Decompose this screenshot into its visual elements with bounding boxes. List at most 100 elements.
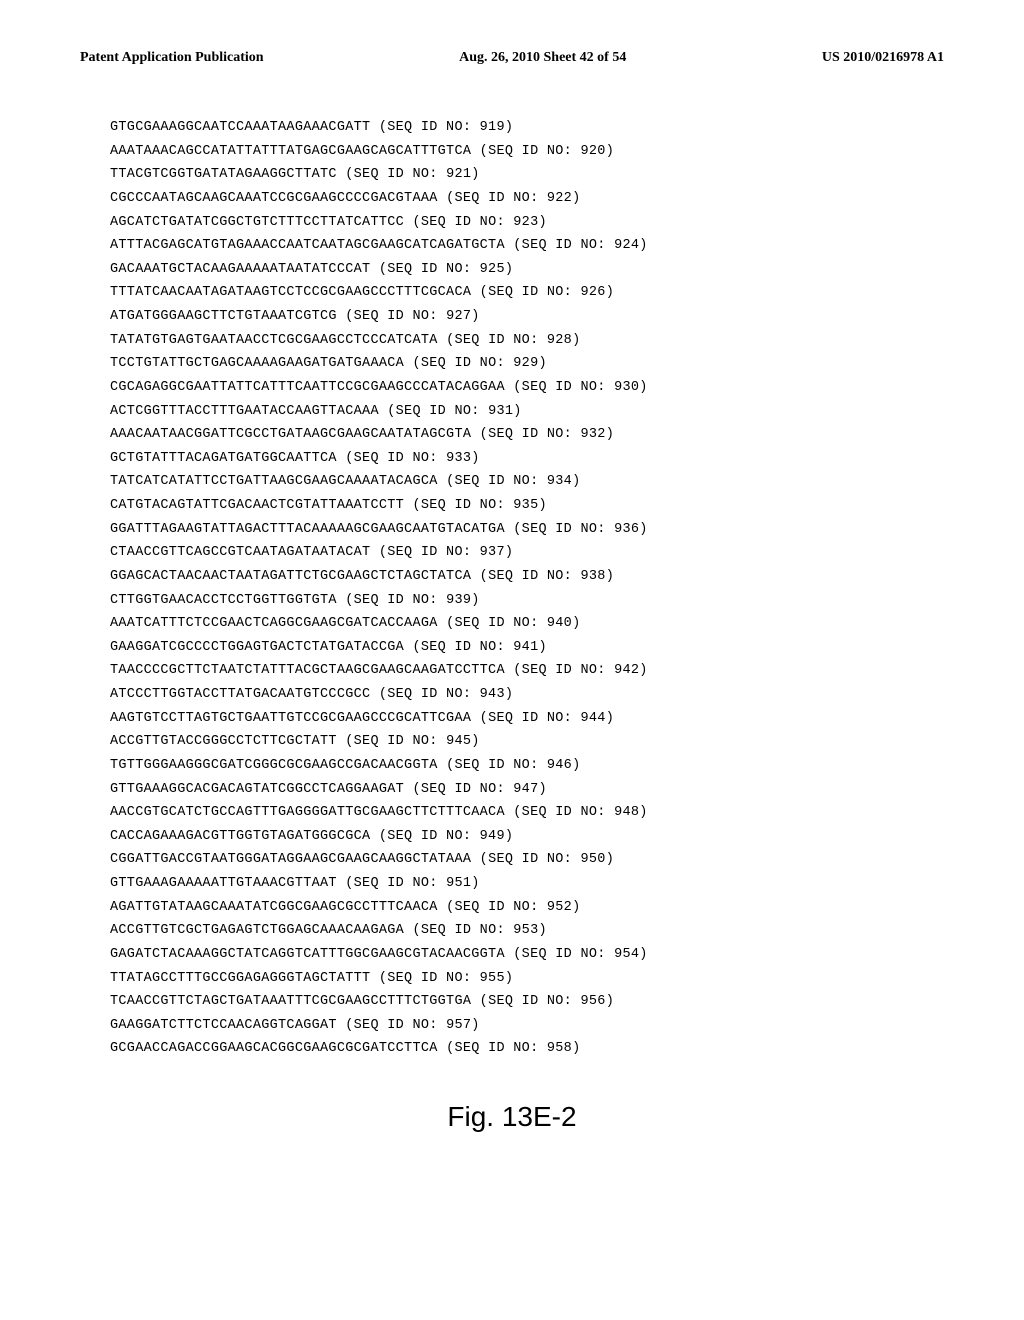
sequence-line: GGATTTAGAAGTATTAGACTTTACAAAAAGCGAAGCAATG… (110, 518, 954, 542)
sequence-id-label: (SEQ ID NO: 939) (345, 593, 479, 608)
sequence-line: TCAACCGTTCTAGCTGATAAATTTCGCGAAGCCTTTCTGG… (110, 990, 954, 1014)
sequence-id-label: (SEQ ID NO: 920) (480, 144, 614, 159)
sequence-id-label: (SEQ ID NO: 923) (412, 215, 546, 230)
sequence-line: GAAGGATCGCCCCTGGAGTGACTCTATGATACCGA (SEQ… (110, 636, 954, 660)
sequence-data: TTATAGCCTTTGCCGGAGAGGGTAGCTATTT (110, 971, 379, 986)
sequence-data: TCCTGTATTGCTGAGCAAAAGAAGATGATGAAACA (110, 356, 412, 371)
sequence-data: TCAACCGTTCTAGCTGATAAATTTCGCGAAGCCTTTCTGG… (110, 994, 480, 1009)
sequence-data: ACCGTTGTCGCTGAGAGTCTGGAGCAAACAAGAGA (110, 923, 412, 938)
sequence-data: AAATAAACAGCCATATTATTTATGAGCGAAGCAGCATTTG… (110, 144, 480, 159)
sequence-data: CATGTACAGTATTCGACAACTCGTATTAAATCCTT (110, 498, 412, 513)
sequence-data: CTAACCGTTCAGCCGTCAATAGATAATACAT (110, 545, 379, 560)
sequence-data: GACAAATGCTACAAGAAAAATAATATCCCAT (110, 262, 379, 277)
sequence-line: AAACAATAACGGATTCGCCTGATAAGCGAAGCAATATAGC… (110, 423, 954, 447)
sequence-id-label: (SEQ ID NO: 932) (480, 427, 614, 442)
sequence-data: GTTGAAAGGCACGACAGTATCGGCCTCAGGAAGAT (110, 782, 412, 797)
sequence-line: GTTGAAAGGCACGACAGTATCGGCCTCAGGAAGAT (SEQ… (110, 778, 954, 802)
sequence-data: GAAGGATCGCCCCTGGAGTGACTCTATGATACCGA (110, 640, 412, 655)
sequence-line: ATCCCTTGGTACCTTATGACAATGTCCCGCC (SEQ ID … (110, 683, 954, 707)
sequence-data: ACCGTTGTACCGGGCCTCTTCGCTATT (110, 734, 345, 749)
sequence-line: CGCAGAGGCGAATTATTCATTTCAATTCCGCGAAGCCCAT… (110, 376, 954, 400)
sequence-data: CGCCCAATAGCAAGCAAATCCGCGAAGCCCCGACGTAAA (110, 191, 446, 206)
sequence-line: TATATGTGAGTGAATAACCTCGCGAAGCCTCCCATCATA … (110, 329, 954, 353)
sequence-id-label: (SEQ ID NO: 922) (446, 191, 580, 206)
sequence-line: AGCATCTGATATCGGCTGTCTTTCCTTATCATTCC (SEQ… (110, 211, 954, 235)
sequence-id-label: (SEQ ID NO: 931) (387, 404, 521, 419)
sequence-id-label: (SEQ ID NO: 924) (513, 238, 647, 253)
sequence-id-label: (SEQ ID NO: 953) (412, 923, 546, 938)
sequence-line: ATGATGGGAAGCTTCTGTAAATCGTCG (SEQ ID NO: … (110, 305, 954, 329)
publication-type: Patent Application Publication (80, 50, 264, 66)
sequence-id-label: (SEQ ID NO: 945) (345, 734, 479, 749)
sequence-data: GCGAACCAGACCGGAAGCACGGCGAAGCGCGATCCTTCA (110, 1041, 446, 1056)
sequence-id-label: (SEQ ID NO: 936) (513, 522, 647, 537)
sequence-data: ACTCGGTTTACCTTTGAATACCAAGTTACAAA (110, 404, 387, 419)
sequence-line: CACCAGAAAGACGTTGGTGTAGATGGGCGCA (SEQ ID … (110, 825, 954, 849)
sequence-id-label: (SEQ ID NO: 943) (379, 687, 513, 702)
sequence-line: CGCCCAATAGCAAGCAAATCCGCGAAGCCCCGACGTAAA … (110, 187, 954, 211)
sequence-line: TTATAGCCTTTGCCGGAGAGGGTAGCTATTT (SEQ ID … (110, 967, 954, 991)
sequence-id-label: (SEQ ID NO: 954) (513, 947, 647, 962)
sequence-data: ATGATGGGAAGCTTCTGTAAATCGTCG (110, 309, 345, 324)
sequence-id-label: (SEQ ID NO: 942) (513, 663, 647, 678)
sequence-data: TTTATCAACAATAGATAAGTCCTCCGCGAAGCCCTTTCGC… (110, 285, 480, 300)
sequence-line: GAGATCTACAAAGGCTATCAGGTCATTTGGCGAAGCGTAC… (110, 943, 954, 967)
sequence-line: TATCATCATATTCCTGATTAAGCGAAGCAAAATACAGCA … (110, 470, 954, 494)
sequence-line: CTAACCGTTCAGCCGTCAATAGATAATACAT (SEQ ID … (110, 541, 954, 565)
sequence-line: AAATCATTTCTCCGAACTCAGGCGAAGCGATCACCAAGA … (110, 612, 954, 636)
sequence-id-label: (SEQ ID NO: 935) (412, 498, 546, 513)
sequence-data: GTGCGAAAGGCAATCCAAATAAGAAACGATT (110, 120, 379, 135)
sequence-id-label: (SEQ ID NO: 941) (412, 640, 546, 655)
sequence-id-label: (SEQ ID NO: 951) (345, 876, 479, 891)
sequence-id-label: (SEQ ID NO: 944) (480, 711, 614, 726)
sequence-line: GGAGCACTAACAACTAATAGATTCTGCGAAGCTCTAGCTA… (110, 565, 954, 589)
sequence-line: GCTGTATTTACAGATGATGGCAATTCA (SEQ ID NO: … (110, 447, 954, 471)
sequence-data: AACCGTGCATCTGCCAGTTTGAGGGGATTGCGAAGCTTCT… (110, 805, 513, 820)
sequence-data: TTACGTCGGTGATATAGAAGGCTTATC (110, 167, 345, 182)
sequence-id-label: (SEQ ID NO: 925) (379, 262, 513, 277)
sequence-id-label: (SEQ ID NO: 946) (446, 758, 580, 773)
sequence-id-label: (SEQ ID NO: 921) (345, 167, 479, 182)
sequence-line: GTGCGAAAGGCAATCCAAATAAGAAACGATT (SEQ ID … (110, 116, 954, 140)
sequence-data: CACCAGAAAGACGTTGGTGTAGATGGGCGCA (110, 829, 379, 844)
sequence-id-label: (SEQ ID NO: 947) (412, 782, 546, 797)
sequence-data: TAACCCCGCTTCTAATCTATTTACGCTAAGCGAAGCAAGA… (110, 663, 513, 678)
sequence-data: AAGTGTCCTTAGTGCTGAATTGTCCGCGAAGCCCGCATTC… (110, 711, 480, 726)
sequence-id-label: (SEQ ID NO: 927) (345, 309, 479, 324)
sequence-line: CGGATTGACCGTAATGGGATAGGAAGCGAAGCAAGGCTAT… (110, 848, 954, 872)
sequence-line: GACAAATGCTACAAGAAAAATAATATCCCAT (SEQ ID … (110, 258, 954, 282)
sequence-line: TTACGTCGGTGATATAGAAGGCTTATC (SEQ ID NO: … (110, 163, 954, 187)
sequence-line: CTTGGTGAACACCTCCTGGTTGGTGTA (SEQ ID NO: … (110, 589, 954, 613)
sequence-line: TGTTGGGAAGGGCGATCGGGCGCGAAGCCGACAACGGTA … (110, 754, 954, 778)
sequence-line: AAGTGTCCTTAGTGCTGAATTGTCCGCGAAGCCCGCATTC… (110, 707, 954, 731)
sequence-listing: GTGCGAAAGGCAATCCAAATAAGAAACGATT (SEQ ID … (70, 116, 954, 1061)
sequence-data: GGAGCACTAACAACTAATAGATTCTGCGAAGCTCTAGCTA… (110, 569, 480, 584)
sequence-id-label: (SEQ ID NO: 929) (412, 356, 546, 371)
sequence-line: ACCGTTGTCGCTGAGAGTCTGGAGCAAACAAGAGA (SEQ… (110, 919, 954, 943)
sequence-data: AGCATCTGATATCGGCTGTCTTTCCTTATCATTCC (110, 215, 412, 230)
sequence-data: TGTTGGGAAGGGCGATCGGGCGCGAAGCCGACAACGGTA (110, 758, 446, 773)
sequence-id-label: (SEQ ID NO: 938) (480, 569, 614, 584)
sequence-id-label: (SEQ ID NO: 928) (446, 333, 580, 348)
sequence-data: GTTGAAAGAAAAATTGTAAACGTTAAT (110, 876, 345, 891)
sequence-line: AACCGTGCATCTGCCAGTTTGAGGGGATTGCGAAGCTTCT… (110, 801, 954, 825)
sequence-id-label: (SEQ ID NO: 955) (379, 971, 513, 986)
sequence-data: CGGATTGACCGTAATGGGATAGGAAGCGAAGCAAGGCTAT… (110, 852, 480, 867)
sequence-line: ATTTACGAGCATGTAGAAACCAATCAATAGCGAAGCATCA… (110, 234, 954, 258)
sequence-id-label: (SEQ ID NO: 949) (379, 829, 513, 844)
sequence-data: CTTGGTGAACACCTCCTGGTTGGTGTA (110, 593, 345, 608)
sequence-data: ATCCCTTGGTACCTTATGACAATGTCCCGCC (110, 687, 379, 702)
sequence-id-label: (SEQ ID NO: 940) (446, 616, 580, 631)
page-header: Patent Application Publication Aug. 26, … (70, 50, 954, 66)
sequence-id-label: (SEQ ID NO: 950) (480, 852, 614, 867)
sequence-line: GCGAACCAGACCGGAAGCACGGCGAAGCGCGATCCTTCA … (110, 1037, 954, 1061)
sequence-line: CATGTACAGTATTCGACAACTCGTATTAAATCCTT (SEQ… (110, 494, 954, 518)
sequence-data: TATATGTGAGTGAATAACCTCGCGAAGCCTCCCATCATA (110, 333, 446, 348)
sequence-line: AGATTGTATAAGCAAATATCGGCGAAGCGCCTTTCAACA … (110, 896, 954, 920)
figure-label: Fig. 13E-2 (70, 1101, 954, 1133)
sequence-data: GGATTTAGAAGTATTAGACTTTACAAAAAGCGAAGCAATG… (110, 522, 513, 537)
sequence-id-label: (SEQ ID NO: 919) (379, 120, 513, 135)
sequence-data: AAACAATAACGGATTCGCCTGATAAGCGAAGCAATATAGC… (110, 427, 480, 442)
sequence-id-label: (SEQ ID NO: 933) (345, 451, 479, 466)
sequence-id-label: (SEQ ID NO: 930) (513, 380, 647, 395)
